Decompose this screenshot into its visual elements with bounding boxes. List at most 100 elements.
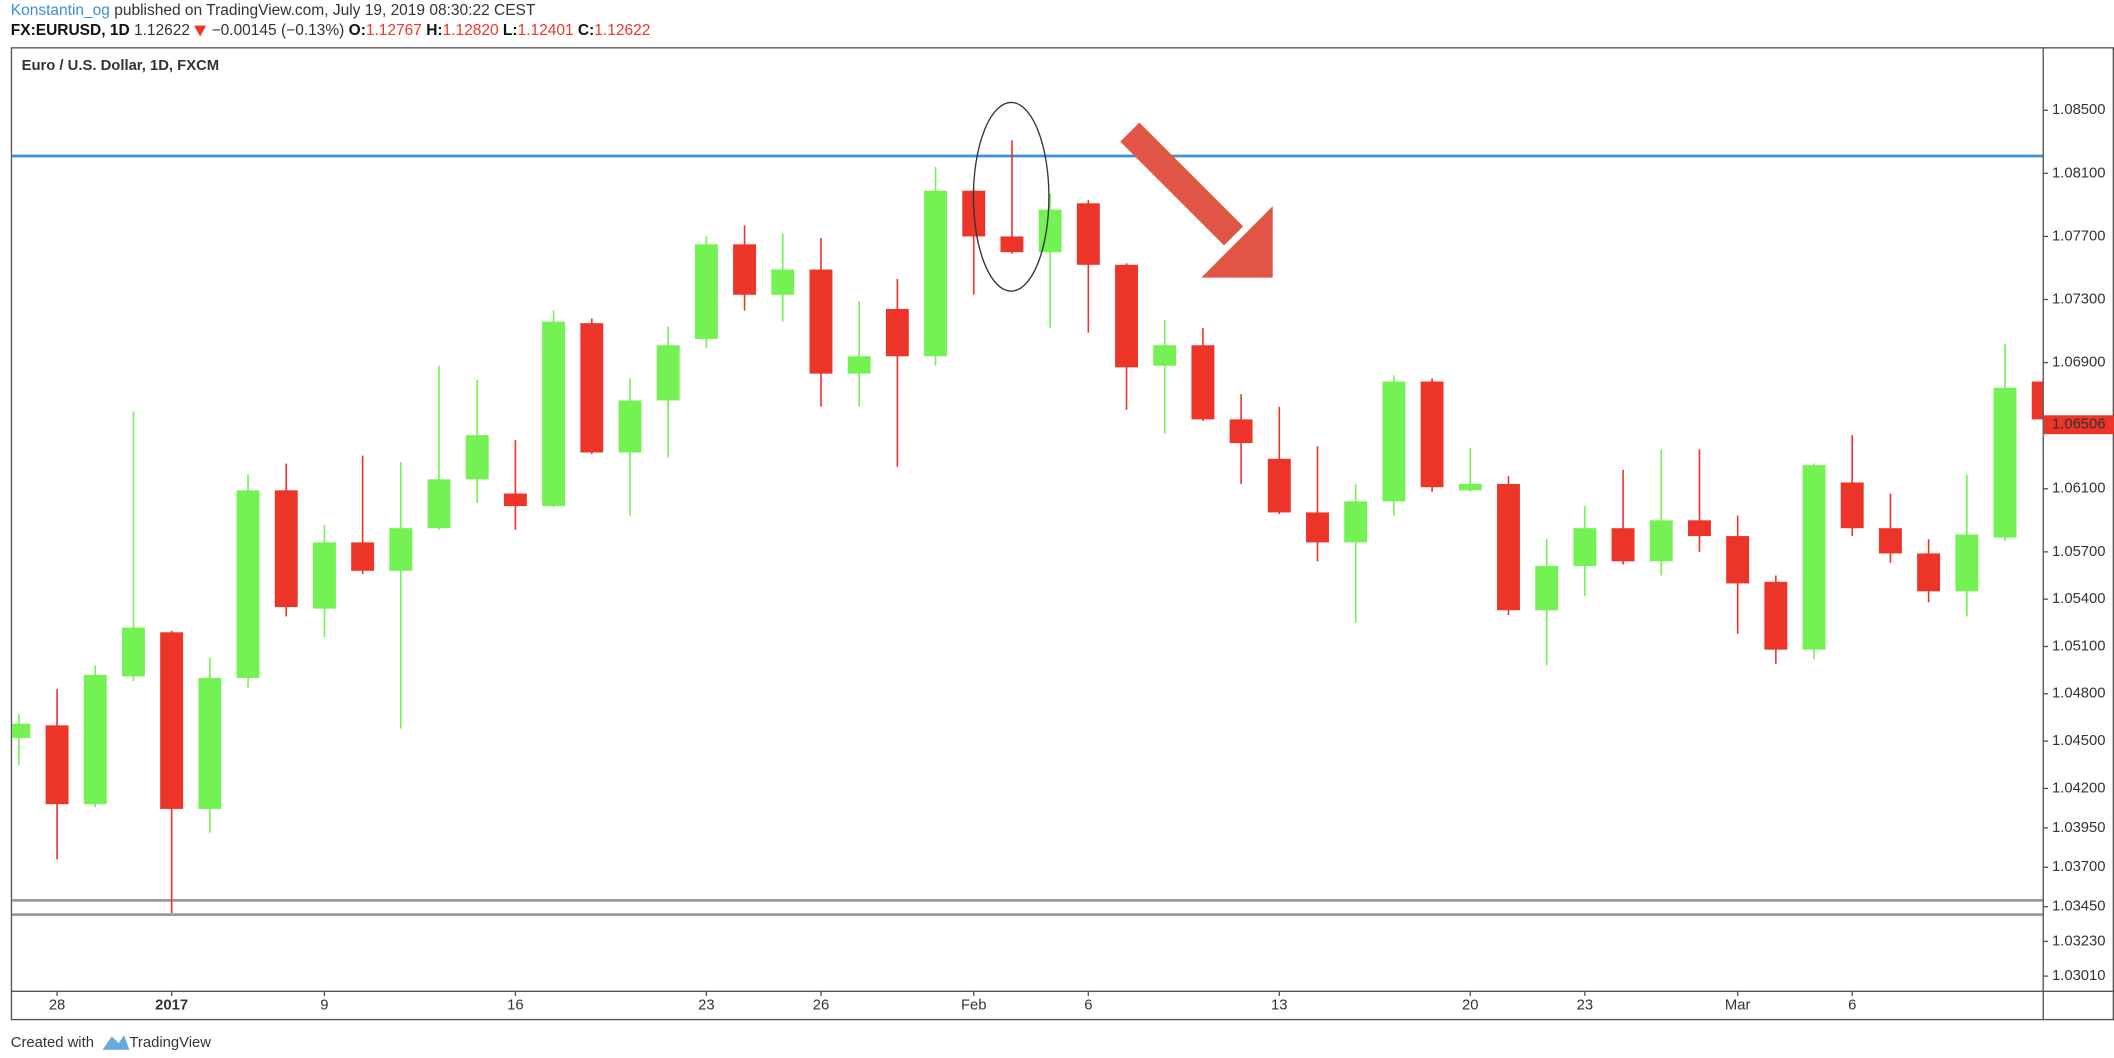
candle bbox=[694, 236, 718, 349]
candle-body bbox=[580, 323, 604, 453]
candle bbox=[1802, 463, 1826, 660]
candle bbox=[12, 714, 31, 765]
highlight-ellipse bbox=[972, 101, 1050, 292]
x-tick-label: 2017 bbox=[155, 997, 188, 1013]
candle-body bbox=[427, 479, 451, 529]
y-tick-label: 1.04500 bbox=[2052, 733, 2106, 749]
candle bbox=[160, 630, 184, 914]
candle bbox=[121, 411, 145, 682]
y-tick-label: 1.03230 bbox=[2052, 933, 2106, 949]
axes: 1.08500 1.08100 1.07700 1.07300 1.06900 1.061… bbox=[49, 102, 2114, 1013]
candle-body bbox=[1764, 581, 1788, 650]
y-tick-label: 1.04800 bbox=[2052, 686, 2106, 702]
candle-body bbox=[465, 435, 489, 480]
candle-body bbox=[1382, 381, 1406, 502]
candle-body bbox=[809, 269, 833, 374]
arrow-head bbox=[1201, 206, 1273, 278]
candle bbox=[83, 665, 107, 808]
candle-body bbox=[1458, 484, 1482, 491]
candle-body bbox=[1611, 528, 1635, 562]
x-tick-label: 9 bbox=[320, 997, 328, 1013]
candle bbox=[274, 463, 298, 617]
chart-frame bbox=[10, 47, 2114, 1021]
chart-title: Euro / U.S. Dollar, 1D, FXCM bbox=[22, 58, 220, 74]
candle-body bbox=[1573, 528, 1597, 567]
candle-body bbox=[885, 308, 909, 357]
candle-body bbox=[1955, 534, 1979, 592]
x-tick-label: 16 bbox=[507, 997, 523, 1013]
high: 1.12820 bbox=[443, 22, 499, 39]
low-label: L: bbox=[503, 22, 518, 39]
candle-body bbox=[1497, 484, 1520, 611]
candle-body bbox=[351, 542, 375, 571]
candle-body bbox=[1420, 381, 1444, 488]
candle-body bbox=[1802, 465, 1826, 650]
y-tick-label: 1.03700 bbox=[2052, 859, 2106, 875]
change: −0.00145 (−0.13%) bbox=[212, 22, 345, 39]
candle bbox=[1344, 484, 1368, 623]
candle bbox=[924, 167, 948, 366]
trend-arrow bbox=[1120, 122, 1273, 278]
candle bbox=[1649, 449, 1673, 576]
candle bbox=[580, 318, 604, 455]
candle bbox=[847, 301, 871, 407]
y-tick-label: 1.06900 bbox=[2052, 355, 2106, 371]
candle-body bbox=[924, 190, 948, 357]
candle bbox=[1229, 394, 1253, 485]
symbol: FX:EURUSD, 1D bbox=[11, 22, 130, 39]
candle bbox=[1038, 193, 1062, 328]
open: 1.12767 bbox=[366, 22, 422, 39]
candle bbox=[503, 439, 527, 530]
candle bbox=[1115, 263, 1138, 410]
candle bbox=[427, 365, 451, 530]
x-tick-label: Mar bbox=[1725, 997, 1751, 1013]
candle bbox=[45, 689, 69, 860]
candle bbox=[885, 279, 909, 467]
y-tick-label: 1.08500 bbox=[2052, 102, 2106, 118]
candle bbox=[1764, 575, 1788, 664]
candle bbox=[389, 461, 413, 729]
candle-body bbox=[1840, 482, 1864, 529]
y-tick-label: 1.03450 bbox=[2052, 899, 2106, 915]
candle bbox=[1458, 447, 1482, 492]
candle-body bbox=[1726, 536, 1750, 584]
footer-text: Created with bbox=[11, 1035, 94, 1051]
candle bbox=[1878, 493, 1902, 563]
candle bbox=[1382, 375, 1406, 516]
open-label: O: bbox=[349, 22, 366, 39]
close-label: C: bbox=[578, 22, 594, 39]
candle bbox=[312, 525, 336, 638]
candle-body bbox=[656, 345, 680, 401]
y-tick-label: 1.07300 bbox=[2052, 291, 2106, 307]
x-tick-label: 26 bbox=[813, 997, 829, 1013]
y-tick-label: 1.06100 bbox=[2052, 481, 2106, 497]
header-line: Konstantin_og published on TradingView.c… bbox=[11, 2, 536, 19]
low: 1.12401 bbox=[518, 22, 574, 39]
candle-body bbox=[45, 725, 69, 805]
candle-body bbox=[1344, 501, 1368, 543]
y-tick-label: 1.03950 bbox=[2052, 820, 2106, 836]
candle bbox=[1573, 506, 1597, 597]
y-tick-label: 1.08100 bbox=[2052, 165, 2106, 181]
candle-body bbox=[1115, 264, 1138, 368]
candle-body bbox=[1649, 520, 1673, 562]
last-price-box bbox=[2043, 415, 2114, 435]
candle bbox=[733, 225, 757, 311]
x-tick-label: 20 bbox=[1462, 997, 1478, 1013]
candle-body bbox=[1917, 553, 1941, 592]
candle-body bbox=[1191, 345, 1215, 420]
footer-brand[interactable]: TradingView bbox=[129, 1035, 211, 1051]
candle-body bbox=[1306, 512, 1329, 543]
symbol-line: FX:EURUSD, 1D 1.12622 −0.00145 (−0.13%) O… bbox=[11, 22, 651, 39]
candle bbox=[542, 310, 566, 508]
price: 1.12622 bbox=[134, 22, 190, 39]
candle-body bbox=[83, 674, 107, 805]
candle-body bbox=[618, 400, 642, 453]
candle-body bbox=[312, 542, 336, 609]
plot-area bbox=[12, 140, 2043, 916]
candle bbox=[1306, 446, 1329, 562]
candle-body bbox=[2031, 381, 2043, 420]
x-tick-label: 28 bbox=[49, 997, 65, 1013]
candle bbox=[1000, 140, 1024, 254]
x-tick-label: Feb bbox=[961, 997, 987, 1013]
